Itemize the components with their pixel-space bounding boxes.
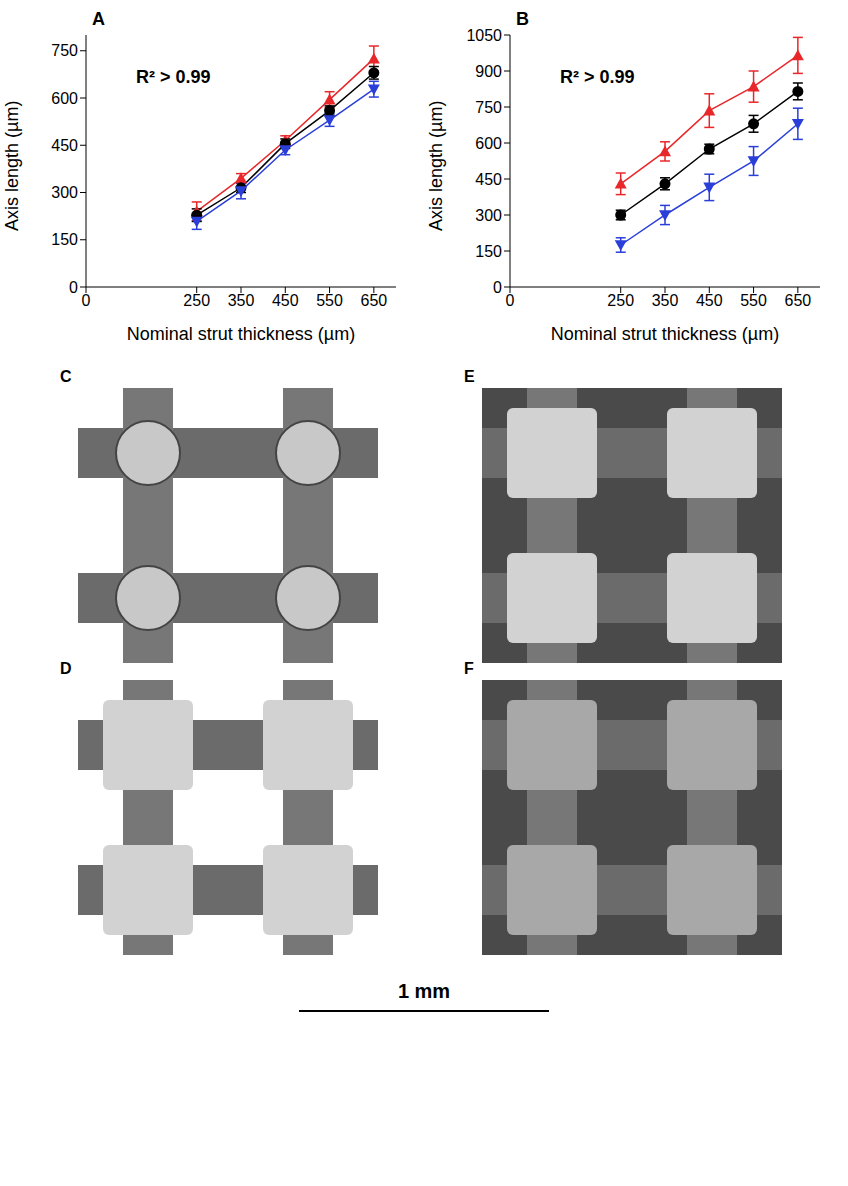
- svg-text:650: 650: [785, 292, 812, 309]
- svg-text:350: 350: [228, 292, 255, 309]
- svg-text:300: 300: [51, 184, 78, 201]
- html-text:A: A: [92, 9, 105, 29]
- svg-text:Axis length (µm): Axis length (µm): [2, 101, 22, 231]
- svg-text:750: 750: [475, 99, 502, 116]
- svg-text:Nominal strut thickness (µm): Nominal strut thickness (µm): [551, 324, 779, 344]
- svg-text:450: 450: [696, 292, 723, 309]
- html-text:E: E: [464, 368, 475, 385]
- svg-text:150: 150: [51, 231, 78, 248]
- svg-text:450: 450: [272, 292, 299, 309]
- html-text:F: F: [464, 660, 474, 677]
- svg-text:600: 600: [51, 90, 78, 107]
- svg-text:650: 650: [361, 292, 388, 309]
- svg-text:350: 350: [652, 292, 679, 309]
- html-text:R² > 0.99: R² > 0.99: [560, 67, 635, 87]
- svg-text:750: 750: [51, 42, 78, 59]
- svg-text:0: 0: [506, 292, 515, 309]
- svg-text:250: 250: [607, 292, 634, 309]
- svg-text:1050: 1050: [466, 27, 502, 44]
- svg-text:0: 0: [82, 292, 91, 309]
- svg-text:250: 250: [183, 292, 210, 309]
- html-text:1 mm: 1 mm: [397, 980, 451, 1002]
- svg-text:0: 0: [493, 279, 502, 296]
- svg-text:550: 550: [740, 292, 767, 309]
- html-text:R² > 0.99: R² > 0.99: [136, 67, 211, 87]
- svg-text:0: 0: [69, 279, 78, 296]
- svg-text:Nominal strut thickness (µm): Nominal strut thickness (µm): [127, 324, 355, 344]
- svg-text:300: 300: [475, 207, 502, 224]
- svg-text:450: 450: [51, 137, 78, 154]
- svg-text:550: 550: [316, 292, 343, 309]
- html-text:B: B: [516, 9, 529, 29]
- svg-text:450: 450: [475, 171, 502, 188]
- svg-text:150: 150: [475, 243, 502, 260]
- svg-text:Axis length (µm): Axis length (µm): [426, 101, 446, 231]
- html-text:D: D: [60, 660, 72, 677]
- svg-text:900: 900: [475, 63, 502, 80]
- html-text:C: C: [60, 368, 72, 385]
- svg-text:600: 600: [475, 135, 502, 152]
